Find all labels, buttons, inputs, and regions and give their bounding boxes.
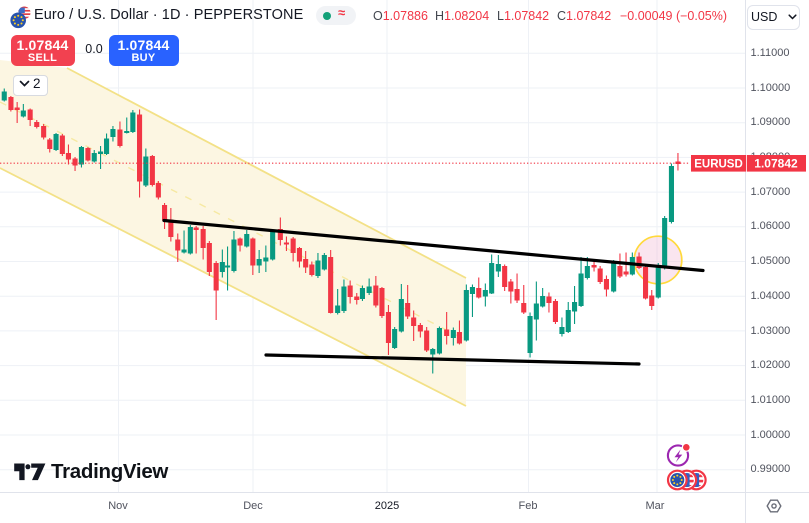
svg-text:EURUSD: EURUSD xyxy=(694,158,743,170)
svg-text:1.07842: 1.07842 xyxy=(754,157,798,171)
